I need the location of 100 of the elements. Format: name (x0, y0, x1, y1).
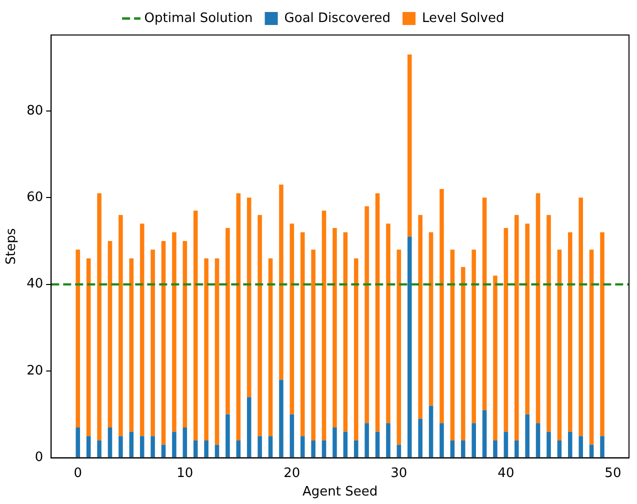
bar (568, 432, 572, 458)
bar (472, 250, 476, 424)
bar (428, 232, 434, 406)
bar (525, 414, 530, 458)
legend-label: Optimal Solution (144, 10, 253, 26)
bar (568, 232, 572, 432)
bar (386, 423, 390, 458)
bar (193, 210, 198, 440)
y-tick-label: 80 (26, 103, 44, 118)
bar (246, 397, 252, 458)
bar (311, 250, 316, 440)
bar (364, 206, 369, 424)
bar (472, 423, 476, 458)
bar (140, 224, 144, 436)
bar (450, 440, 455, 458)
bar (407, 54, 412, 237)
x-tick-label: 30 (390, 466, 408, 481)
bar (129, 258, 134, 432)
bar (258, 214, 262, 436)
bar (589, 444, 594, 458)
bar (354, 258, 358, 440)
x-tick-label: 20 (284, 466, 300, 481)
bar (268, 258, 273, 436)
x-tick-label: 10 (176, 466, 194, 481)
bar (514, 440, 519, 458)
bar (460, 267, 466, 440)
bar (546, 214, 551, 432)
bar (440, 188, 444, 424)
bar (482, 198, 487, 410)
bar (86, 258, 91, 436)
bar (161, 444, 166, 458)
y-tick-label: 60 (26, 190, 44, 205)
bar (332, 228, 337, 428)
bar (97, 193, 102, 440)
bar (279, 380, 284, 458)
bar (108, 427, 112, 458)
bar (407, 236, 412, 458)
bar (182, 427, 188, 458)
bar (418, 214, 422, 419)
bar (268, 436, 273, 458)
x-tick-label: 0 (74, 466, 82, 481)
bar (258, 436, 262, 458)
bar (450, 250, 455, 440)
bar (300, 232, 305, 436)
bar (482, 410, 487, 458)
bar (214, 258, 220, 445)
y-tick-label: 40 (26, 276, 44, 292)
bar (557, 440, 562, 458)
bar (172, 432, 176, 458)
bar (300, 436, 305, 458)
x-tick-label: 50 (604, 466, 622, 481)
legend-label: Goal Discovered (284, 10, 391, 26)
bar (493, 440, 498, 458)
bar (279, 184, 284, 380)
bar (97, 440, 102, 458)
bar (322, 440, 326, 458)
bar (589, 250, 594, 445)
y-tick-label: 20 (26, 363, 44, 378)
bar (354, 440, 358, 458)
bar (76, 250, 80, 428)
bar (504, 432, 508, 458)
x-axis-title: Agent Seed (302, 484, 378, 500)
x-tick-label: 40 (498, 466, 514, 481)
bar (375, 432, 380, 458)
bar (150, 250, 155, 436)
bar (504, 228, 508, 432)
bar (536, 423, 540, 458)
bar (578, 198, 583, 436)
bar (578, 436, 583, 458)
legend-label: Level Solved (422, 10, 504, 26)
bar (236, 440, 241, 458)
bar (214, 444, 220, 458)
bar (129, 432, 134, 458)
bar (290, 224, 294, 414)
bar (557, 250, 562, 440)
bar (226, 228, 230, 414)
bar (600, 232, 604, 436)
bar (428, 406, 434, 458)
bar (118, 214, 123, 436)
bar (246, 198, 252, 398)
bar (161, 240, 166, 445)
y-tick-label: 0 (34, 450, 44, 466)
bar (396, 250, 402, 445)
bar (193, 440, 198, 458)
bar (76, 427, 80, 458)
bar (322, 210, 326, 440)
bar (108, 240, 112, 428)
bar (396, 444, 402, 458)
bar (172, 232, 176, 432)
y-axis-title: Steps (4, 228, 20, 265)
bar (204, 258, 208, 440)
bar (150, 436, 155, 458)
bar (204, 440, 208, 458)
bar (343, 432, 348, 458)
bar (493, 276, 498, 440)
bar (440, 423, 444, 458)
bar (364, 423, 369, 458)
bar (182, 240, 188, 428)
bar (140, 436, 144, 458)
bar (514, 214, 519, 440)
